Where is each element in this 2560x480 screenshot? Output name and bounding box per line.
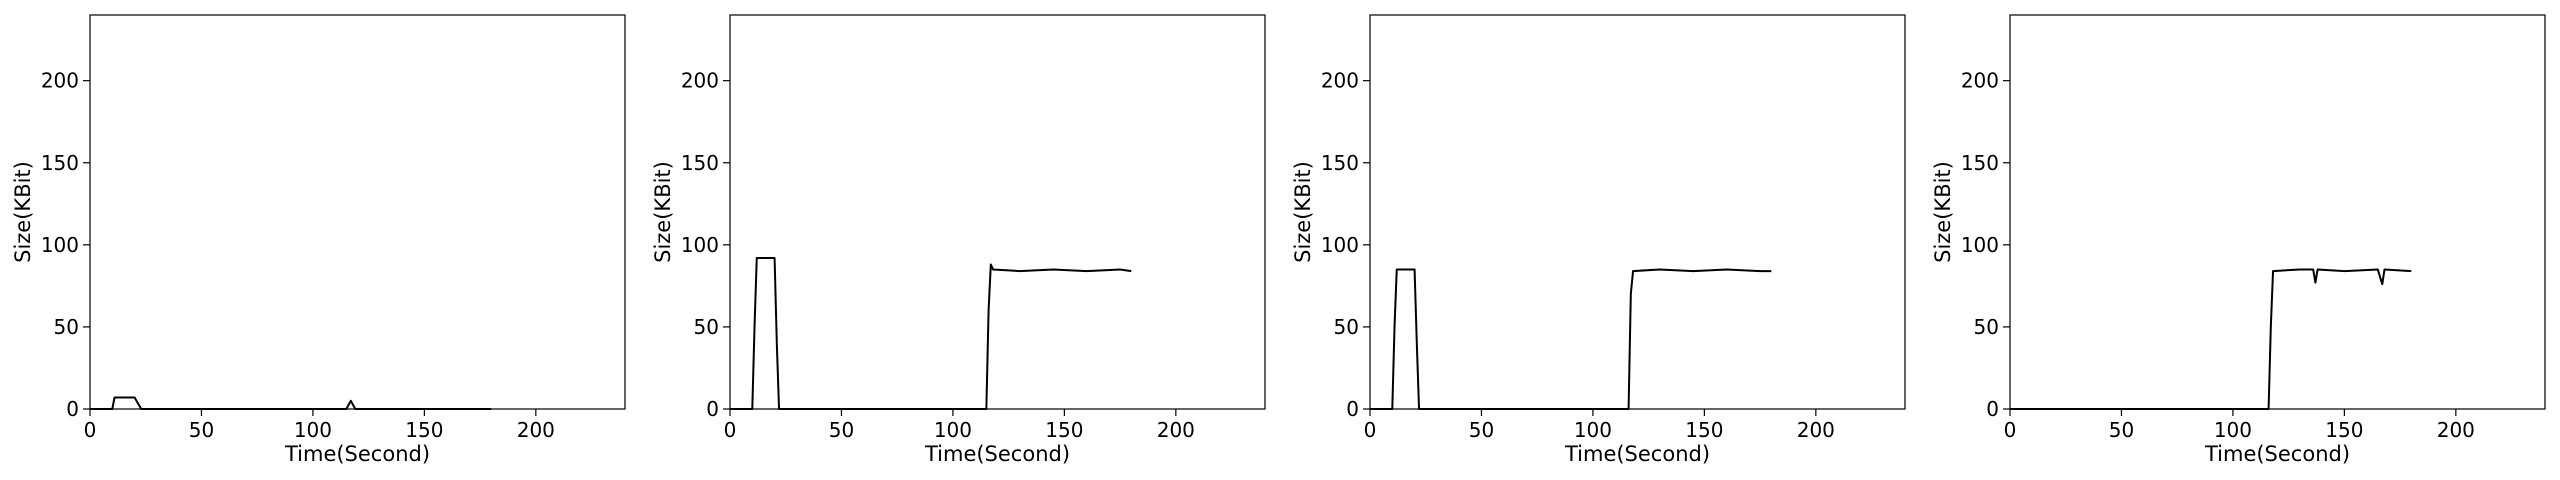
plot-frame xyxy=(2009,14,2546,410)
x-axis-label: Time(Second) xyxy=(2204,442,2350,466)
x-tick-label: 0 xyxy=(2004,418,2017,442)
plot-frame xyxy=(89,14,626,410)
y-tick-label: 0 xyxy=(706,397,719,421)
x-tick-label: 100 xyxy=(2214,418,2252,442)
y-tick-label: 200 xyxy=(1321,69,1359,93)
y-tick-label: 100 xyxy=(681,233,719,257)
x-tick-label: 50 xyxy=(829,418,854,442)
x-tick-label: 0 xyxy=(84,418,97,442)
y-tick-label: 50 xyxy=(1974,315,1999,339)
chart-panel-3: 0 50 100 150 200 0 50 100 150 200 Time(Second) Size… xyxy=(1291,14,1906,466)
y-axis-label: Size(KBit) xyxy=(651,161,675,263)
y-tick-label: 50 xyxy=(694,315,719,339)
x-tick-label: 200 xyxy=(517,418,555,442)
y-tick-label: 150 xyxy=(41,151,79,175)
x-tick-label: 0 xyxy=(724,418,737,442)
chart-panel-2: 0 50 100 150 200 0 50 100 150 200 Time(Second) Size… xyxy=(651,14,1266,466)
y-tick-label: 200 xyxy=(681,69,719,93)
x-tick-label: 50 xyxy=(2109,418,2134,442)
y-tick-label: 150 xyxy=(1961,151,1999,175)
x-tick-label: 100 xyxy=(934,418,972,442)
y-tick-label: 100 xyxy=(1961,233,1999,257)
x-tick-label: 150 xyxy=(405,418,443,442)
x-axis-label: Time(Second) xyxy=(924,442,1070,466)
series-line-1 xyxy=(2010,268,2412,410)
y-tick-label: 0 xyxy=(1346,397,1359,421)
y-tick-label: 150 xyxy=(681,151,719,175)
series-line-1 xyxy=(1370,268,1772,410)
y-tick-label: 50 xyxy=(54,315,79,339)
chart-panel-1: 0 50 100 150 200 0 50 100 150 200 Time(Second) Size… xyxy=(11,14,626,466)
y-axis-label: Size(KBit) xyxy=(11,161,35,263)
x-tick-label: 200 xyxy=(2437,418,2475,442)
plot-frame xyxy=(1369,14,1906,410)
x-axis-label: Time(Second) xyxy=(1564,442,1710,466)
series-line-1 xyxy=(730,256,1132,410)
y-tick-label: 200 xyxy=(1961,69,1999,93)
x-tick-label: 150 xyxy=(1045,418,1083,442)
x-tick-label: 100 xyxy=(294,418,332,442)
x-tick-label: 0 xyxy=(1364,418,1377,442)
x-tick-label: 150 xyxy=(1685,418,1723,442)
x-tick-label: 200 xyxy=(1157,418,1195,442)
x-tick-label: 50 xyxy=(189,418,214,442)
y-axis-label: Size(KBit) xyxy=(1291,161,1315,263)
y-axis-label: Size(KBit) xyxy=(1931,161,1955,263)
x-tick-label: 100 xyxy=(1574,418,1612,442)
plot-frame xyxy=(729,14,1266,410)
y-tick-label: 0 xyxy=(1986,397,1999,421)
x-tick-label: 50 xyxy=(1469,418,1494,442)
y-tick-label: 100 xyxy=(1321,233,1359,257)
y-tick-label: 150 xyxy=(1321,151,1359,175)
series-line-1 xyxy=(90,396,492,410)
x-axis-label: Time(Second) xyxy=(284,442,430,466)
x-tick-label: 150 xyxy=(2325,418,2363,442)
chart-panel-4: 0 50 100 150 200 0 50 100 150 200 Time(Second) Size… xyxy=(1931,14,2546,466)
y-tick-label: 0 xyxy=(66,397,79,421)
y-tick-label: 50 xyxy=(1334,315,1359,339)
y-tick-label: 200 xyxy=(41,69,79,93)
y-tick-label: 100 xyxy=(41,233,79,257)
x-tick-label: 200 xyxy=(1797,418,1835,442)
